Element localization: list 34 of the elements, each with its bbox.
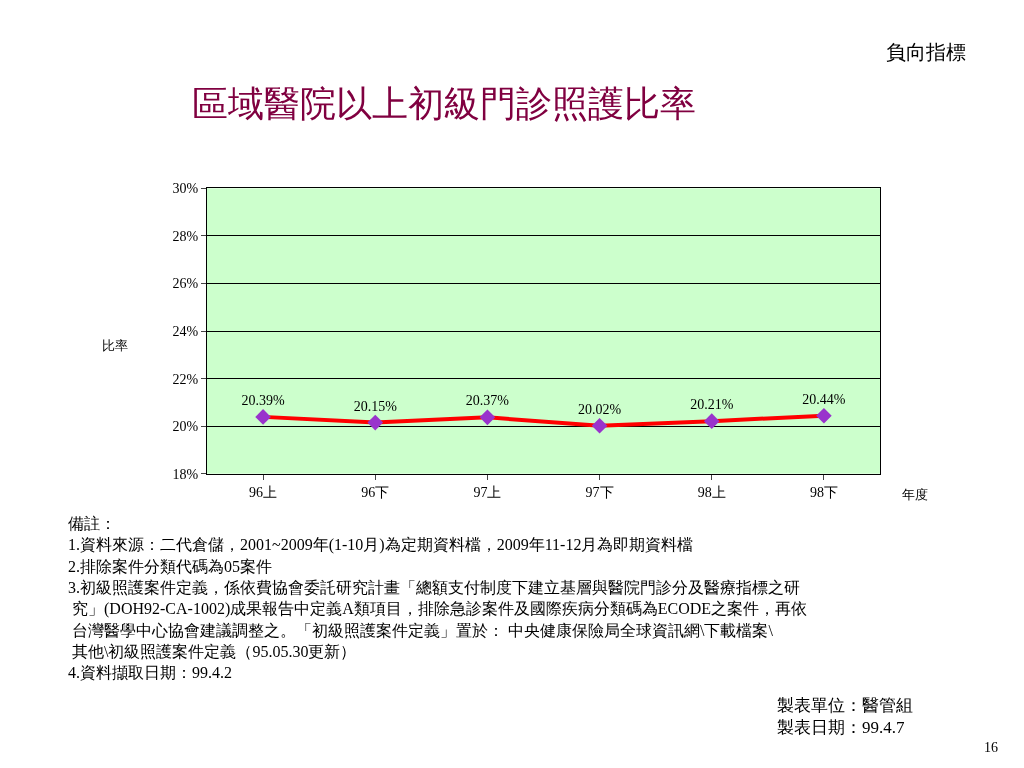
text: 3.初級照護案件定義，係依費協會委託研究計畫「總額支付制度下建立基層與醫院門診分及醫療指標之研 bbox=[68, 579, 800, 596]
text: 台灣醫學中心協會建議調整之。「初級照護案件定義」置於： 中央健康保險局全球資訊網\下載檔案\ bbox=[68, 622, 774, 639]
text: 20.44% bbox=[802, 391, 846, 407]
y-tick-label: 24% bbox=[172, 323, 199, 339]
x-tick-label: 96下 bbox=[361, 484, 390, 500]
y-axis-title: 比率 bbox=[102, 338, 128, 353]
text: 備註： bbox=[68, 515, 116, 532]
text: 20.37% bbox=[465, 393, 510, 409]
y-tick-label: 26% bbox=[172, 276, 199, 292]
x-tick-label: 97下 bbox=[585, 484, 614, 500]
text: 負向指標 bbox=[886, 40, 966, 64]
text: 其他\初級照護案件定義（95.05.30更新） bbox=[68, 643, 357, 660]
y-tick-label: 28% bbox=[172, 228, 199, 244]
x-tick-label: 98下 bbox=[809, 484, 838, 500]
text: 20.02% bbox=[577, 401, 622, 417]
text: 4.資料擷取日期：99.4.2 bbox=[68, 664, 232, 681]
x-tick-label: 98上 bbox=[697, 484, 726, 500]
text: 1.資料來源：二代倉儲，2001~2009年(1-10月)為定期資料檔，2009年11-12月為即期資料檔 bbox=[68, 536, 694, 554]
text: 16 bbox=[984, 740, 998, 755]
text: 20.15% bbox=[353, 398, 397, 414]
text: 2.排除案件分類代碼為05案件 bbox=[68, 558, 272, 575]
text: 究」(DOH92-CA-1002)成果報告中定義A類項目，排除急診案件及國際疾病分類碼為ECODE之案件，再依 bbox=[68, 600, 808, 618]
x-tick-label: 96上 bbox=[249, 484, 278, 500]
text: 20.21% bbox=[690, 397, 734, 413]
text: 製表單位：醫管組 bbox=[777, 696, 913, 715]
x-tick-label: 97上 bbox=[473, 484, 502, 500]
x-axis-title: 年度 bbox=[902, 487, 928, 502]
y-tick-label: 18% bbox=[172, 466, 199, 482]
y-tick-label: 22% bbox=[172, 371, 199, 387]
text: 製表日期：99.4.7 bbox=[777, 718, 905, 737]
y-tick-label: 20% bbox=[172, 419, 199, 435]
y-tick-label: 30% bbox=[172, 181, 199, 197]
text: 20.39% bbox=[241, 392, 285, 408]
chart-title: 區域醫院以上初級門診照護比率 bbox=[192, 83, 696, 124]
